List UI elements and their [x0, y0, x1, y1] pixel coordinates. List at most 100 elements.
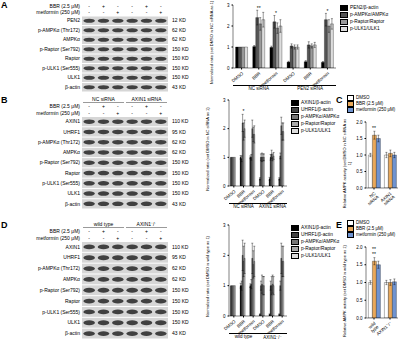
svg-text:150 KD: 150 KD: [172, 309, 189, 315]
svg-text:UHRF1: UHRF1: [63, 254, 80, 260]
svg-text:BBR: BBR: [303, 70, 314, 80]
svg-text:-: -: [131, 103, 133, 109]
svg-text:DMSO: DMSO: [282, 71, 296, 84]
svg-text:AXIN1: AXIN1: [66, 244, 81, 250]
svg-text:+: +: [102, 228, 105, 234]
svg-text:1: 1: [223, 155, 226, 160]
svg-text:β-actin: β-actin: [65, 330, 80, 336]
svg-text:AMPKα: AMPKα: [63, 149, 80, 155]
svg-text:0.0: 0.0: [356, 186, 363, 191]
svg-text:p-ULK1 (Ser555): p-ULK1 (Ser555): [42, 180, 80, 186]
svg-text:metformin: metformin: [266, 189, 285, 203]
svg-text:0.5: 0.5: [356, 298, 363, 303]
svg-text:metformin: metformin: [312, 71, 331, 85]
svg-text:2.0: 2.0: [356, 245, 363, 250]
svg-text:150 KD: 150 KD: [172, 287, 189, 293]
svg-text:3: 3: [223, 223, 226, 228]
svg-text:110 KD: 110 KD: [172, 244, 189, 250]
svg-text:NC siRNA: NC siRNA: [92, 96, 115, 102]
svg-text:p-Raptor (Ser792): p-Raptor (Ser792): [40, 159, 81, 165]
svg-text:95 KD: 95 KD: [172, 129, 186, 135]
svg-text:Raptor: Raptor: [65, 170, 80, 176]
svg-text:+: +: [116, 9, 119, 15]
svg-text:+: +: [102, 103, 105, 109]
svg-text:150 KD: 150 KD: [172, 190, 189, 196]
svg-text:+: +: [116, 110, 119, 116]
svg-text:BBR (2.5 μM): BBR (2.5 μM): [50, 228, 81, 234]
svg-text:-: -: [103, 235, 105, 241]
svg-text:AMPKα: AMPKα: [63, 36, 80, 42]
svg-text:BBR (2.5 μM): BBR (2.5 μM): [50, 3, 81, 9]
svg-text:43 KD: 43 KD: [172, 201, 186, 207]
svg-text:150 KD: 150 KD: [172, 74, 189, 80]
svg-text:-: -: [131, 228, 133, 234]
svg-text:1: 1: [223, 283, 226, 288]
svg-text:-: -: [88, 110, 90, 116]
svg-text:ULK1: ULK1: [67, 190, 80, 196]
svg-text:AXIN1siRNA: AXIN1siRNA: [380, 191, 392, 207]
svg-text:+: +: [145, 103, 148, 109]
svg-text:+: +: [145, 3, 148, 9]
svg-text:-: -: [146, 110, 148, 116]
svg-text:2: 2: [223, 126, 226, 131]
svg-text:1.0: 1.0: [356, 153, 363, 158]
svg-text:AXIN1⁻/⁻: AXIN1⁻/⁻: [375, 321, 392, 337]
svg-text:+: +: [116, 235, 119, 241]
svg-text:**: **: [372, 125, 376, 131]
svg-text:ULK1: ULK1: [67, 319, 80, 325]
svg-text:β-actin: β-actin: [65, 84, 80, 90]
svg-text:1.0: 1.0: [356, 280, 363, 285]
svg-text:2.0: 2.0: [356, 120, 363, 125]
svg-text:110 KD: 110 KD: [172, 118, 189, 124]
svg-text:0.0: 0.0: [356, 316, 363, 321]
svg-text:**: **: [372, 246, 376, 252]
svg-text:NCsiRNA: NCsiRNA: [364, 190, 380, 206]
svg-text:150 KD: 150 KD: [172, 65, 189, 71]
svg-text:DMSO: DMSO: [231, 71, 245, 84]
svg-text:+: +: [159, 235, 162, 241]
svg-text:metformin (250 μM): metformin (250 μM): [36, 9, 80, 15]
svg-text:1.5: 1.5: [356, 136, 363, 141]
svg-text:0: 0: [223, 184, 226, 189]
svg-text:62 KD: 62 KD: [172, 276, 186, 282]
svg-text:-: -: [131, 3, 133, 9]
svg-text:*: *: [326, 8, 328, 14]
svg-text:-: -: [103, 110, 105, 116]
svg-text:p-ULK1 (Ser555): p-ULK1 (Ser555): [42, 309, 80, 315]
svg-text:-: -: [146, 235, 148, 241]
svg-text:-: -: [88, 228, 90, 234]
svg-text:-: -: [88, 3, 90, 9]
svg-text:0: 0: [227, 66, 230, 71]
svg-text:wild type: wild type: [94, 221, 114, 227]
svg-text:-: -: [160, 103, 162, 109]
svg-text:**: **: [257, 5, 261, 11]
svg-text:AXIN1: AXIN1: [66, 118, 81, 124]
svg-text:-: -: [117, 228, 119, 234]
svg-text:+: +: [159, 9, 162, 15]
svg-text:-: -: [146, 9, 148, 15]
svg-text:1.5: 1.5: [356, 262, 363, 267]
svg-text:+: +: [145, 228, 148, 234]
svg-text:p-Raptor (Ser792): p-Raptor (Ser792): [40, 287, 81, 293]
svg-text:-: -: [131, 110, 133, 116]
svg-text:3: 3: [227, 3, 230, 8]
svg-text:43 KD: 43 KD: [172, 330, 186, 336]
svg-text:Raptor: Raptor: [65, 55, 80, 61]
svg-text:p-Raptor (Ser792): p-Raptor (Ser792): [40, 46, 81, 52]
svg-text:3: 3: [223, 98, 226, 103]
svg-text:62 KD: 62 KD: [172, 139, 186, 145]
svg-text:150 KD: 150 KD: [172, 55, 189, 61]
svg-text:metformin: metformin: [266, 319, 285, 333]
svg-text:62 KD: 62 KD: [172, 149, 186, 155]
svg-text:150 KD: 150 KD: [172, 170, 189, 176]
svg-text:*: *: [243, 108, 245, 114]
svg-text:-: -: [131, 9, 133, 15]
svg-text:+: +: [159, 110, 162, 116]
svg-text:-: -: [131, 235, 133, 241]
svg-text:150 KD: 150 KD: [172, 180, 189, 186]
svg-text:metformin (250 μM): metformin (250 μM): [36, 235, 80, 241]
svg-text:-: -: [117, 103, 119, 109]
svg-text:0: 0: [223, 314, 226, 319]
svg-text:metformin: metformin: [260, 71, 279, 85]
svg-text:AMPKα: AMPKα: [63, 276, 80, 282]
